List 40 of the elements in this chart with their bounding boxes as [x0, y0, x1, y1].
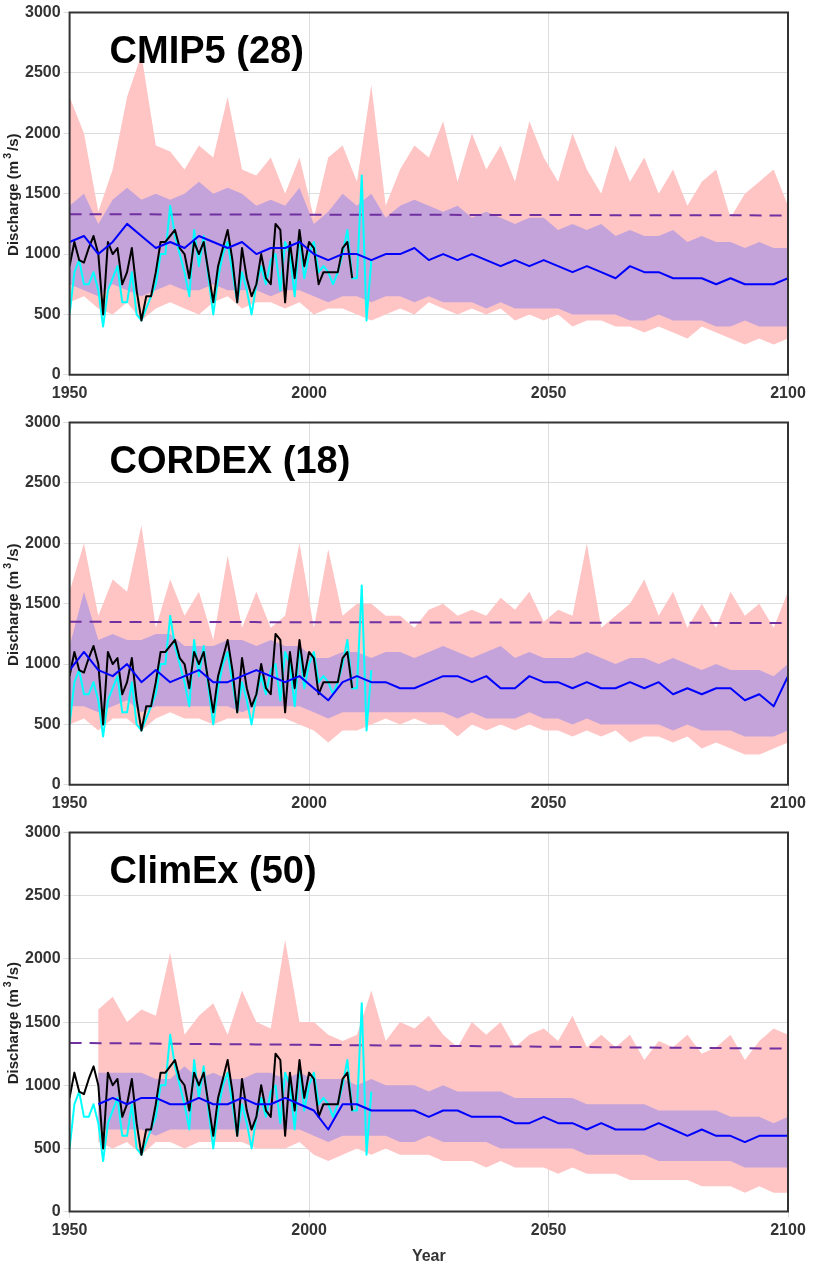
y-tick-label: 1500 [25, 594, 61, 612]
x-tick-label: 2100 [770, 1220, 806, 1238]
x-tick-label: 1950 [51, 1220, 88, 1238]
y-tick-label: 3000 [25, 413, 61, 431]
x-tick-label: 1950 [51, 793, 88, 811]
x-tick-label: 2050 [530, 793, 567, 811]
x-tick-label: 2000 [291, 1220, 327, 1238]
chart-title: ClimEx (50) [109, 848, 317, 891]
x-tick-label: 2050 [530, 1220, 567, 1238]
y-tick-label: 500 [33, 714, 61, 732]
y-tick-label: 1500 [25, 1012, 61, 1030]
x-tick-label: 1950 [51, 383, 88, 401]
x-tick-label: 2000 [291, 793, 327, 811]
y-tick-label: 1000 [25, 244, 61, 262]
x-axis-title: Year [411, 1246, 446, 1264]
y-axis-title: Discharge (m3/s) [0, 543, 21, 666]
y-tick-label: 500 [33, 304, 61, 322]
y-tick-label: 0 [51, 775, 61, 793]
y-tick-label: 2000 [25, 533, 61, 551]
y-tick-label: 2500 [25, 63, 61, 81]
y-tick-label: 1500 [25, 184, 61, 202]
y-tick-label: 2000 [25, 123, 61, 141]
y-axis-title: Discharge (m3/s) [0, 133, 21, 256]
y-tick-label: 500 [33, 1138, 61, 1156]
y-tick-label: 0 [51, 1202, 61, 1220]
x-tick-label: 2100 [770, 383, 806, 401]
chart-title: CORDEX (18) [109, 438, 351, 481]
y-tick-label: 1000 [25, 1075, 61, 1093]
x-tick-label: 2100 [770, 793, 806, 811]
y-axis-title: Discharge (m3/s) [0, 961, 21, 1085]
x-tick-label: 2000 [291, 383, 327, 401]
y-tick-label: 2500 [25, 886, 61, 904]
x-tick-label: 2050 [530, 383, 567, 401]
y-tick-label: 3000 [25, 823, 61, 841]
y-tick-label: 3000 [25, 3, 61, 21]
chart-title: CMIP5 (28) [109, 28, 304, 71]
y-tick-label: 2500 [25, 473, 61, 491]
y-tick-label: 2000 [25, 949, 61, 967]
y-tick-label: 0 [51, 365, 61, 383]
y-tick-label: 1000 [25, 654, 61, 672]
